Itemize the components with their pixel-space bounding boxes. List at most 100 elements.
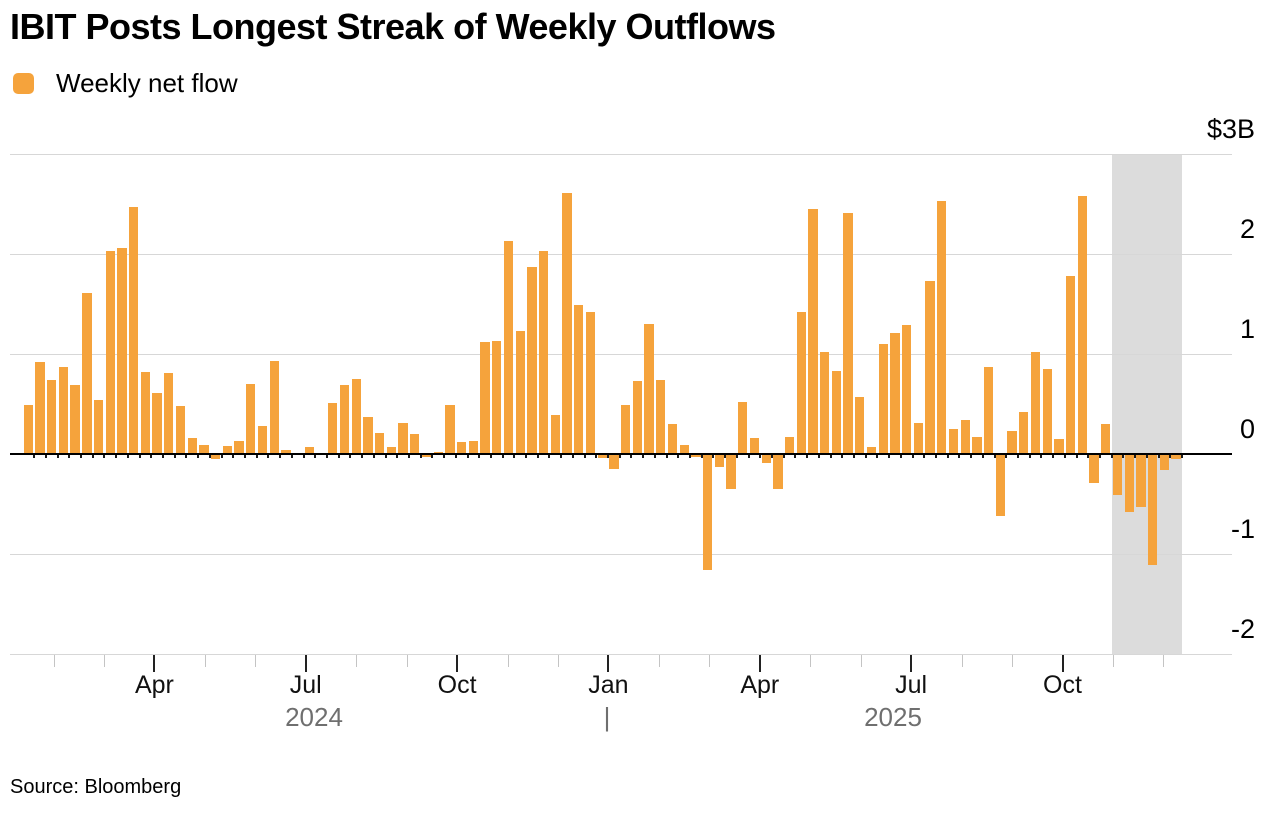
- x-axis-minor-tick: [558, 655, 559, 667]
- x-axis-year-label: |: [603, 702, 611, 732]
- weekly-net-flow-bar: [281, 450, 291, 455]
- zero-line-week-tick: [243, 455, 246, 458]
- zero-line-week-tick: [759, 455, 762, 458]
- zero-line-week-tick: [150, 455, 153, 458]
- zero-line-week-tick: [665, 455, 668, 458]
- zero-line-week-tick: [33, 455, 36, 458]
- zero-line-week-tick: [361, 455, 364, 458]
- weekly-net-flow-bar: [820, 352, 830, 455]
- zero-line-week-tick: [126, 455, 129, 458]
- zero-line-week-tick: [372, 455, 375, 458]
- zero-line-week-tick: [864, 455, 867, 458]
- y-axis-label: 2: [1239, 214, 1255, 244]
- zero-line-week-tick: [220, 455, 223, 458]
- x-axis-minor-tick: [810, 655, 812, 667]
- weekly-net-flow-bar: [925, 281, 935, 455]
- x-axis-major-tick: [1061, 655, 1064, 672]
- weekly-net-flow-bar: [456, 442, 467, 455]
- weekly-net-flow-bar: [211, 454, 221, 459]
- weekly-net-flow-bar: [702, 454, 713, 570]
- zero-line: [10, 453, 1232, 455]
- weekly-net-flow-bar: [667, 424, 678, 455]
- zero-line-week-tick: [525, 455, 528, 458]
- weekly-net-flow-bar: [187, 438, 197, 455]
- weekly-net-flow-bar: [1101, 424, 1111, 455]
- weekly-net-flow-bar: [269, 361, 279, 455]
- legend-swatch-icon: [13, 72, 34, 94]
- weekly-net-flow-bar: [23, 405, 33, 455]
- zero-line-week-tick: [337, 455, 340, 458]
- weekly-net-flow-bar: [1171, 454, 1181, 459]
- weekly-net-flow-bar: [152, 393, 162, 455]
- x-axis-minor-tick: [709, 655, 711, 667]
- y-axis-label: -2: [1230, 614, 1255, 644]
- zero-line-week-tick: [946, 455, 949, 458]
- weekly-net-flow-bar: [445, 405, 455, 455]
- weekly-net-flow-bar: [656, 380, 666, 455]
- weekly-net-flow-bar: [468, 441, 478, 455]
- y-axis-label: 0: [1239, 414, 1255, 444]
- x-axis-major-tick: [910, 655, 913, 672]
- zero-line-week-tick: [68, 455, 71, 458]
- gridline: [10, 254, 1232, 255]
- weekly-net-flow-bar: [726, 454, 736, 489]
- weekly-net-flow-bar: [363, 417, 373, 455]
- weekly-net-flow-bar: [339, 385, 350, 455]
- zero-line-week-tick: [1005, 455, 1008, 458]
- zero-line-week-tick: [981, 455, 984, 458]
- weekly-net-flow-bar: [714, 454, 724, 467]
- weekly-net-flow-bar: [1089, 454, 1099, 483]
- zero-line-week-tick: [314, 455, 317, 458]
- zero-line-week-tick: [735, 455, 738, 458]
- zero-line-week-tick: [349, 455, 352, 458]
- weekly-net-flow-bar: [538, 251, 549, 455]
- weekly-net-flow-bar: [398, 423, 408, 455]
- weekly-net-flow-bar: [1054, 439, 1064, 455]
- gridline: [10, 354, 1232, 355]
- zero-line-week-tick: [618, 455, 621, 458]
- zero-line-week-tick: [888, 455, 891, 458]
- zero-line-week-tick: [782, 455, 785, 458]
- x-axis-month-label: Oct: [1043, 671, 1082, 699]
- weekly-net-flow-bar: [948, 429, 959, 455]
- weekly-net-flow-bar: [1148, 454, 1158, 565]
- x-axis-minor-tick: [1163, 655, 1165, 667]
- x-axis-month-label: Jul: [895, 671, 928, 699]
- legend-label: Weekly net flow: [56, 68, 238, 98]
- zero-line-week-tick: [700, 455, 703, 458]
- zero-line-week-tick: [1016, 455, 1019, 458]
- zero-line-week-tick: [817, 455, 820, 458]
- zero-line-week-tick: [1169, 455, 1172, 458]
- zero-line-week-tick: [279, 455, 282, 458]
- zero-line-week-tick: [267, 455, 270, 458]
- weekly-net-flow-bar: [234, 441, 244, 455]
- zero-line-week-tick: [1180, 455, 1183, 458]
- weekly-net-flow-bar: [351, 379, 361, 455]
- weekly-net-flow-bar: [808, 209, 818, 455]
- weekly-net-flow-bar: [585, 312, 596, 455]
- weekly-net-flow-bar: [222, 446, 233, 455]
- zero-line-week-tick: [771, 455, 773, 458]
- weekly-net-flow-bar: [1077, 196, 1088, 455]
- gridline: [10, 654, 1232, 655]
- zero-line-week-tick: [595, 455, 598, 458]
- weekly-net-flow-bar: [140, 372, 151, 455]
- weekly-net-flow-bar: [58, 367, 69, 455]
- zero-line-week-tick: [794, 455, 797, 458]
- zero-line-week-tick: [489, 455, 492, 458]
- zero-line-week-tick: [829, 455, 832, 458]
- weekly-net-flow-bar: [386, 447, 397, 455]
- weekly-net-flow-bar: [550, 415, 560, 455]
- x-axis-minor-tick: [356, 655, 358, 667]
- zero-line-week-tick: [396, 455, 399, 458]
- zero-line-week-tick: [478, 455, 481, 458]
- x-axis-major-tick: [456, 655, 459, 672]
- x-axis-minor-tick: [507, 655, 509, 667]
- weekly-net-flow-bar: [855, 397, 865, 455]
- chart-title: IBIT Posts Longest Streak of Weekly Outf…: [10, 6, 776, 47]
- zero-line-week-tick: [993, 455, 996, 458]
- x-axis-minor-tick: [103, 655, 105, 667]
- weekly-net-flow-bar: [129, 207, 139, 455]
